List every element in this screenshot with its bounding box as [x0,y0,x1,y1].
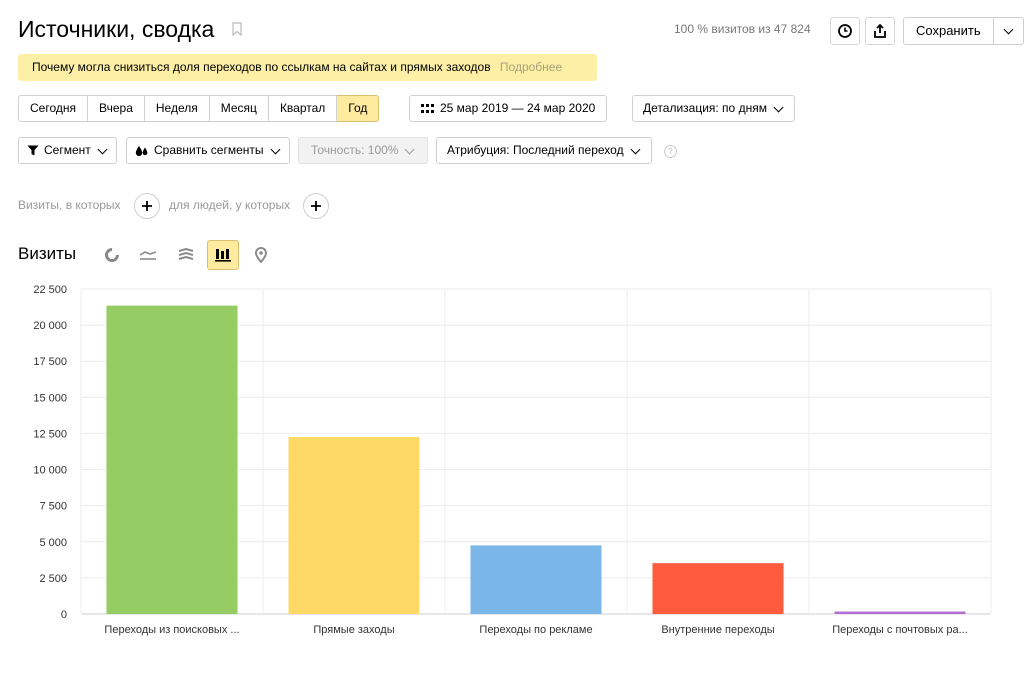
x-tick-label: Прямые заходы [313,624,394,636]
y-tick-label: 5 000 [39,537,67,549]
segment-label: Сегмент [44,143,91,157]
chart-type-line-button[interactable] [132,240,164,270]
y-tick-label: 12 500 [33,428,67,440]
detail-dropdown[interactable]: Детализация: по дням [632,95,795,122]
pie-chart-icon [105,248,119,262]
banner-more-link[interactable]: Подробнее [499,60,563,74]
chart-type-area-button[interactable] [170,240,202,270]
segment-dropdown[interactable]: Сегмент [18,137,117,164]
chevron-down-icon [405,144,415,154]
y-tick-label: 17 500 [33,356,67,368]
chevron-down-icon [270,144,280,154]
bar [652,563,784,614]
attribution-label: Атрибуция: Последний переход [447,143,624,157]
attribution-dropdown[interactable]: Атрибуция: Последний переход [436,137,652,164]
chevron-down-icon [97,144,108,154]
share-icon [874,23,886,38]
add-visit-condition-button[interactable] [134,193,160,219]
bar [106,305,238,614]
chart-title: Визиты [18,244,77,263]
people-filter-label: для людей, у которых [169,198,291,212]
bookmark-icon[interactable] [232,22,242,36]
period-month-button[interactable]: Месяц [209,95,269,122]
visits-info: 100 % визитов из 47 824 [674,22,811,36]
calendar-icon [421,103,434,113]
chevron-down-icon [630,144,641,154]
history-button[interactable] [830,17,860,45]
help-icon[interactable]: ? [664,145,677,158]
x-tick-label: Переходы из поисковых ... [104,624,239,636]
period-week-button[interactable]: Неделя [144,95,210,122]
visits-filter-label: Визиты, в которых [18,198,121,212]
y-tick-label: 15 000 [33,392,67,404]
add-people-condition-button[interactable] [303,193,329,219]
date-range-label: 25 мар 2019 — 24 мар 2020 [440,101,596,115]
chevron-down-icon [1003,24,1014,35]
period-quarter-button[interactable]: Квартал [268,95,338,122]
chevron-down-icon [773,102,784,112]
line-chart-icon [139,251,157,260]
x-tick-label: Переходы с почтовых ра... [832,624,968,636]
bar [288,437,420,614]
area-chart-icon [178,248,194,260]
chart-type-map-button[interactable] [245,240,277,270]
detail-label: Детализация: по дням [643,101,767,115]
x-tick-label: Внутренние переходы [661,624,774,636]
accuracy-label: Точность: 100% [311,143,399,157]
drops-icon [135,145,148,156]
chart-type-pie-button[interactable] [96,240,128,270]
banner-text: Почему могла снизиться доля переходов по… [32,60,491,74]
save-menu-button[interactable] [993,17,1024,45]
bar [834,611,966,614]
save-button[interactable]: Сохранить [903,17,994,45]
plus-icon [311,201,321,211]
compare-label: Сравнить сегменты [154,143,264,157]
y-tick-label: 20 000 [33,320,67,332]
accuracy-dropdown: Точность: 100% [298,137,429,164]
plus-icon [142,201,152,211]
date-range-picker[interactable]: 25 мар 2019 — 24 мар 2020 [409,95,608,122]
period-year-button[interactable]: Год [337,95,380,122]
clock-icon [838,24,852,38]
y-tick-label: 10 000 [33,465,67,477]
funnel-icon [27,145,39,156]
bar-chart: 0 2 500 5 000 7 500 10 000 12 500 15 000 17 500… [33,284,992,636]
y-tick-label: 7 500 [39,501,67,513]
bar [470,545,602,614]
map-pin-icon [254,247,268,263]
x-tick-label: Переходы по рекламе [479,624,592,636]
y-tick-label: 0 [61,609,67,621]
save-group: Сохранить [903,17,1024,45]
y-tick-label: 2 500 [39,573,67,585]
compare-segments-dropdown[interactable]: Сравнить сегменты [126,137,290,164]
period-today-button[interactable]: Сегодня [18,95,88,122]
period-selector: Сегодня Вчера Неделя Месяц Квартал Год [18,95,380,122]
bar-chart-icon [215,249,231,262]
period-yesterday-button[interactable]: Вчера [88,95,145,122]
info-banner: Почему могла снизиться доля переходов по… [18,54,597,81]
y-tick-label: 22 500 [33,284,67,296]
export-button[interactable] [865,17,895,45]
chart-type-bar-button[interactable] [207,240,239,270]
page-title: Источники, сводка [18,16,215,42]
